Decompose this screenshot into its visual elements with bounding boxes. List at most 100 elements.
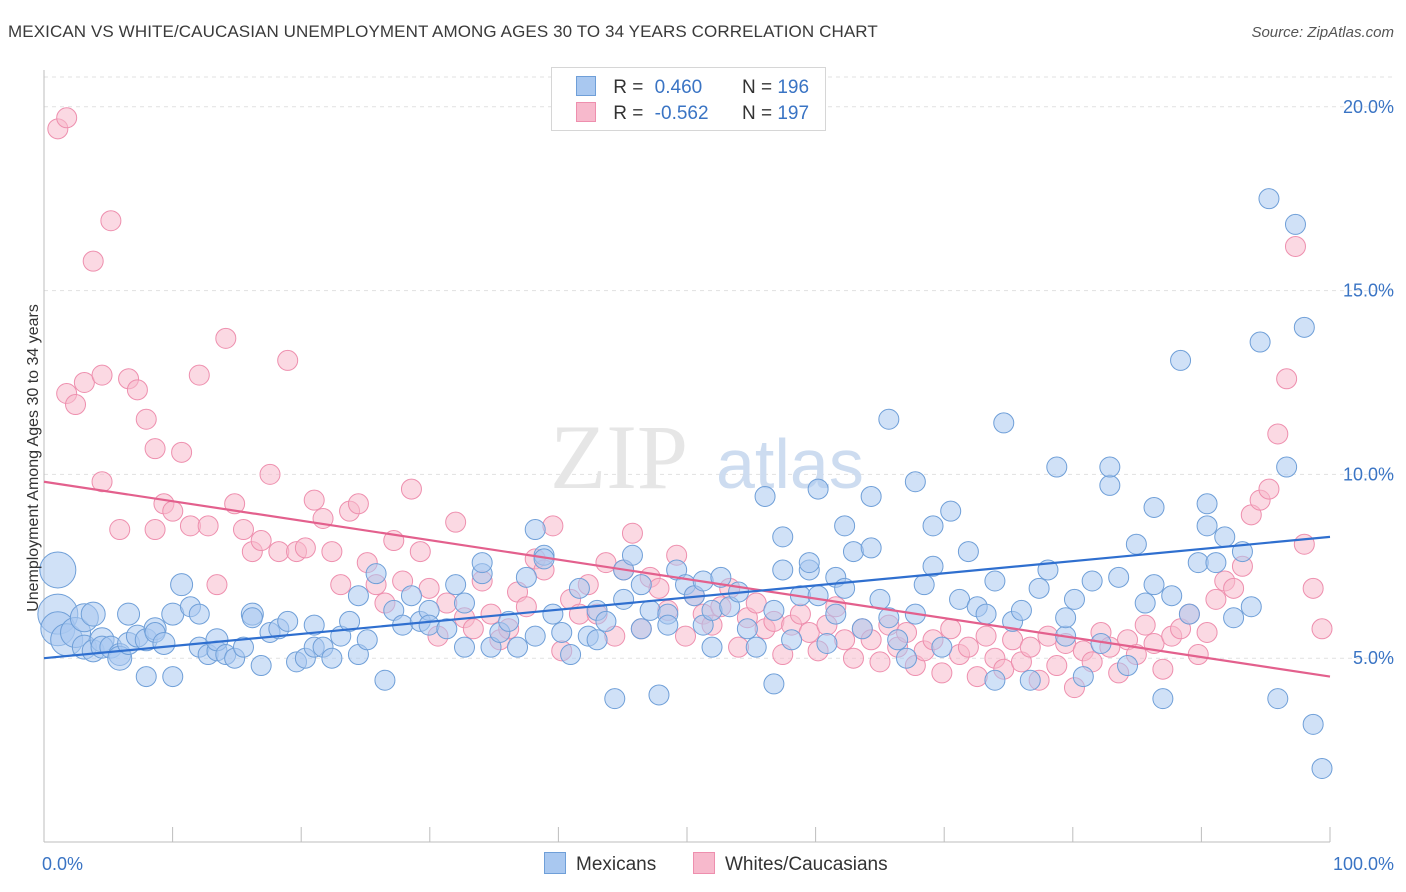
mexicans-n-value: 196: [777, 77, 810, 98]
mexicans-point: [1055, 607, 1077, 629]
mexicans-point: [568, 577, 590, 599]
mexicans-point: [648, 684, 670, 706]
whites-point: [728, 636, 750, 658]
mexicans-point: [1284, 213, 1306, 235]
whites-point: [1302, 577, 1324, 599]
mexicans-point: [940, 500, 962, 522]
legend: R = 0.460 N = 196 R = -0.562 N = 197: [551, 67, 826, 131]
source-label: Source: ZipAtlas.com: [1251, 24, 1394, 41]
whites-point: [82, 250, 104, 272]
whites-point: [303, 489, 325, 511]
whites-point: [321, 541, 343, 563]
mexicans-point: [763, 599, 785, 621]
mexicans-point: [1125, 533, 1147, 555]
mexicans-point: [595, 610, 617, 632]
whites-point: [621, 522, 643, 544]
mexicans-point: [339, 610, 361, 632]
mexicans-point: [931, 636, 953, 658]
whites-point: [1293, 533, 1315, 555]
whites-point: [188, 364, 210, 386]
mexicans-point: [80, 601, 106, 627]
x-tick-label: 100.0%: [1333, 854, 1394, 874]
mexicans-point: [1108, 566, 1130, 588]
mexicans-point: [1117, 655, 1139, 677]
mexicans-point: [1223, 607, 1245, 629]
mexicans-point: [701, 599, 723, 621]
legend-r-label: R =: [613, 77, 644, 98]
whites-point: [957, 636, 979, 658]
whites-point: [1046, 655, 1068, 677]
mexicans-point: [365, 563, 387, 585]
mexicans-point: [1267, 688, 1289, 710]
mexicans-point: [745, 636, 767, 658]
mexicans-point: [754, 485, 776, 507]
mexicans-point: [630, 618, 652, 640]
mexicans-point: [984, 570, 1006, 592]
mexicans-point: [639, 599, 661, 621]
mexicans-point: [152, 631, 176, 655]
whites-trend-line: [43, 480, 1331, 678]
mexicans-point: [1099, 456, 1121, 478]
whites-point: [418, 577, 440, 599]
whites-point: [1276, 368, 1298, 390]
mexicans-point: [1046, 456, 1068, 478]
mexicans-point: [321, 647, 343, 669]
mexicans-point: [241, 607, 263, 629]
mexicans-point: [498, 610, 520, 632]
mexicans-trend-line: [43, 535, 1331, 660]
bottom-legend-whites: Whites/Caucasians: [693, 852, 888, 876]
mexicans-point: [445, 574, 467, 596]
mexicans-point: [860, 537, 882, 559]
whites-point: [445, 511, 467, 533]
mexicans-point: [232, 636, 254, 658]
mexicans-point: [630, 574, 652, 596]
mexicans-swatch: [544, 852, 566, 874]
mexicans-point: [250, 655, 272, 677]
whites-point: [100, 210, 122, 232]
mexicans-point: [1258, 188, 1280, 210]
mexicans-point: [807, 585, 829, 607]
whites-point: [91, 471, 113, 493]
mexicans-point: [436, 618, 458, 640]
y-tick-label: 5.0%: [1353, 648, 1394, 668]
x-tick-label: 0.0%: [42, 854, 83, 874]
whites-point: [215, 327, 237, 349]
mexicans-point: [772, 559, 794, 581]
whites-point: [135, 408, 157, 430]
whites-point: [1258, 478, 1280, 500]
whites-point: [436, 592, 458, 614]
mexicans-point: [1196, 493, 1218, 515]
mexicans-point: [710, 566, 732, 588]
mexicans-point: [524, 519, 546, 541]
mexicans-point: [277, 610, 299, 632]
mexicans-point: [1063, 588, 1085, 610]
mexicans-point: [887, 629, 909, 651]
y-tick-label: 15.0%: [1343, 281, 1394, 301]
mexicans-point: [524, 625, 546, 647]
whites-point: [162, 500, 184, 522]
mexicans-point: [162, 666, 184, 688]
mexicans-point: [860, 485, 882, 507]
mexicans-point: [551, 621, 573, 643]
mexicans-point: [834, 515, 856, 537]
whites-point: [179, 515, 201, 537]
mexicans-point: [621, 544, 643, 566]
mexicans-point: [1152, 688, 1174, 710]
whites-point: [1196, 621, 1218, 643]
mexicans-point: [878, 408, 900, 430]
mexicans-point: [117, 602, 141, 626]
whites-point: [1134, 614, 1156, 636]
legend-r-label: R =: [613, 103, 644, 124]
mexicans-point: [586, 629, 608, 651]
legend-row-whites: R = -0.562 N = 197: [576, 102, 809, 126]
mexicans-point: [763, 673, 785, 695]
whites-point: [73, 371, 95, 393]
whites-point: [206, 574, 228, 596]
mexicans-point: [374, 669, 396, 691]
whites-point: [126, 379, 148, 401]
mexicans-point: [347, 585, 369, 607]
mexicans-point: [1143, 574, 1165, 596]
whites-point: [1223, 577, 1245, 599]
mexicans-point: [1019, 669, 1041, 691]
legend-n-label: N =: [741, 77, 773, 98]
